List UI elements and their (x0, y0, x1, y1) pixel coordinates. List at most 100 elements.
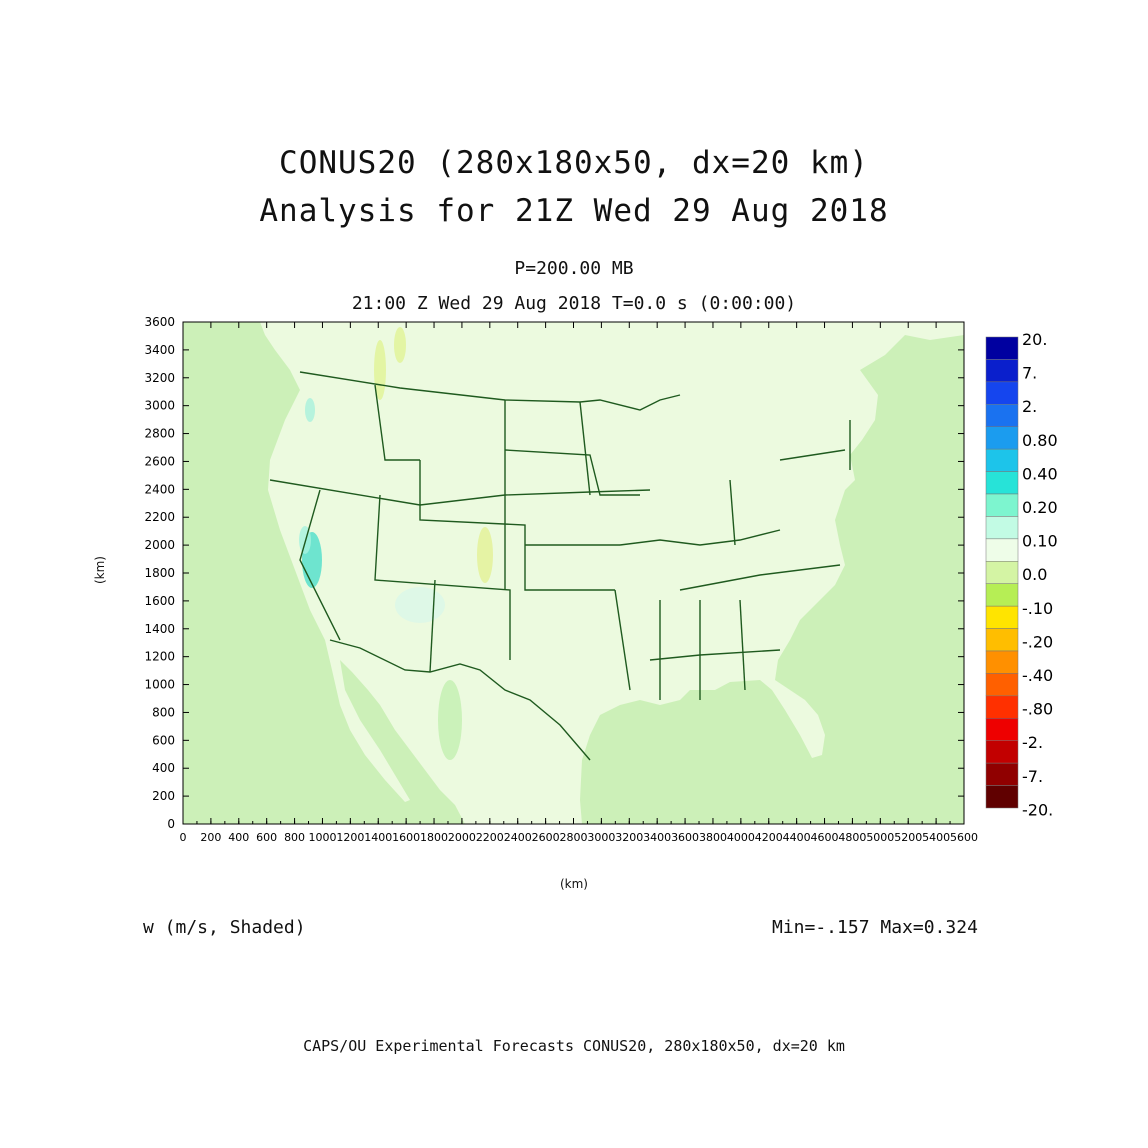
y-tick-label: 3400 (144, 343, 175, 357)
x-tick-label: 4400 (783, 831, 811, 844)
x-tick-label: 1800 (420, 831, 448, 844)
x-tick-label: 4800 (838, 831, 866, 844)
y-tick-label: 3200 (144, 371, 175, 385)
colorbar-swatch (985, 785, 1019, 809)
y-tick-label: 1200 (144, 650, 175, 664)
map-title-line2: Analysis for 21Z Wed 29 Aug 2018 (259, 193, 889, 229)
colorbar-label: -.80 (1022, 700, 1053, 719)
colorbar-label: 0.0 (1022, 565, 1047, 584)
y-tick-label: 2200 (144, 510, 175, 524)
colorbar-swatch (985, 538, 1019, 562)
map-title-line1: CONUS20 (280x180x50, dx=20 km) (279, 145, 869, 181)
colorbar-label: 0.80 (1022, 431, 1058, 450)
political-boundaries (269, 371, 851, 761)
y-tick-label: 800 (152, 705, 175, 719)
x-tick-label: 4000 (727, 831, 755, 844)
y-tick-label: 1000 (144, 678, 175, 692)
colorbar-label: 0.40 (1022, 464, 1058, 483)
y-tick-label: 3000 (144, 399, 175, 413)
x-tick-label: 3800 (699, 831, 727, 844)
x-tick-label: 600 (256, 831, 277, 844)
x-tick-label: 1000 (308, 831, 336, 844)
colorbar-swatch (985, 448, 1019, 472)
colorbar-label: 0.20 (1022, 498, 1058, 517)
x-tick-label: 3400 (643, 831, 671, 844)
downdraft-canada (394, 327, 406, 363)
updraft-arizona (395, 587, 445, 623)
y-tick-labels: 0 200 400 600 800 1000 1200 1400 1600 1800 2000 220… (144, 315, 175, 831)
colorbar-swatch (985, 359, 1019, 383)
us-mexico-border (329, 639, 591, 761)
colorbar-label: 0.10 (1022, 532, 1058, 551)
colorbar-swatch (985, 695, 1019, 719)
colorbar-swatch (985, 381, 1019, 405)
colorbar-label: 20. (1022, 330, 1047, 349)
colorbar-label: 2. (1022, 397, 1037, 416)
colorbar-swatch (985, 493, 1019, 517)
x-tick-label: 400 (228, 831, 249, 844)
us-canada-border (299, 371, 681, 411)
colorbar-label: -.10 (1022, 599, 1053, 618)
colorbar-swatch (985, 336, 1019, 360)
x-tick-label: 4200 (755, 831, 783, 844)
colorbar-swatch (985, 650, 1019, 674)
colorbar-swatch (985, 762, 1019, 786)
downdraft-colorado (477, 527, 493, 583)
y-tick-label: 3600 (144, 315, 175, 329)
colorbar-swatch (985, 516, 1019, 540)
x-tick-label: 800 (284, 831, 305, 844)
x-tick-label: 5400 (922, 831, 950, 844)
colorbar-swatch (985, 583, 1019, 607)
y-tick-label: 1400 (144, 622, 175, 636)
x-tick-label: 5200 (894, 831, 922, 844)
y-tick-label: 2600 (144, 454, 175, 468)
colorbar-label: -20. (1022, 800, 1053, 819)
x-tick-label: 3200 (615, 831, 643, 844)
colorbar-label: 7. (1022, 364, 1037, 383)
colorbar-swatch (985, 471, 1019, 495)
x-tick-label: 5000 (866, 831, 894, 844)
pressure-level: P=200.00 MB (514, 258, 634, 279)
x-tick-label: 5600 (950, 831, 978, 844)
x-tick-label: 2400 (504, 831, 532, 844)
colorbar-swatch (985, 404, 1019, 427)
y-tick-label: 2000 (144, 538, 175, 552)
y-tick-label: 0 (167, 817, 175, 831)
x-tick-label: 1400 (364, 831, 392, 844)
x-tick-label: 3600 (671, 831, 699, 844)
axis-ticks (182, 321, 965, 825)
x-tick-label: 4600 (811, 831, 839, 844)
colorbar-label: -.40 (1022, 666, 1053, 685)
y-tick-label: 2400 (144, 482, 175, 496)
x-tick-label: 2800 (560, 831, 588, 844)
y-tick-label: 400 (152, 761, 175, 775)
x-tick-labels: 0 200 400 600 800 1000 1200 1400 1600 1800 2000 220… (180, 831, 979, 844)
colorbar-swatch (985, 673, 1019, 697)
shading-mexico (438, 680, 462, 760)
y-tick-label: 1600 (144, 594, 175, 608)
field-minmax: Min=-.157 Max=0.324 (772, 917, 978, 938)
credit-line: CAPS/OU Experimental Forecasts CONUS20, … (303, 1037, 845, 1055)
colorbar-label: -.20 (1022, 632, 1053, 651)
updraft-cascades (305, 398, 315, 422)
x-tick-label: 3000 (587, 831, 615, 844)
colorbar-swatch (985, 718, 1019, 741)
y-tick-label: 2800 (144, 427, 175, 441)
x-tick-label: 1600 (392, 831, 420, 844)
colorbar-swatch (985, 628, 1019, 652)
x-tick-label: 200 (200, 831, 221, 844)
land-mass (183, 322, 964, 824)
x-axis-label: (km) (559, 877, 588, 891)
colorbar-swatch (985, 426, 1019, 450)
y-tick-label: 200 (152, 789, 175, 803)
colorbar-swatch (985, 561, 1019, 584)
y-tick-label: 1800 (144, 566, 175, 580)
colorbar: 20. 7. 2. 0.80 0.40 0.20 0.10 0.0 -.10 -.20 -.40 -.… (985, 330, 1058, 819)
colorbar-label: -7. (1022, 767, 1043, 786)
field-label: w (m/s, Shaded) (143, 917, 306, 938)
x-tick-label: 2600 (532, 831, 560, 844)
colorbar-swatch (985, 740, 1019, 764)
colorbar-swatch (985, 605, 1019, 629)
x-tick-label: 2200 (476, 831, 504, 844)
y-tick-label: 600 (152, 733, 175, 747)
